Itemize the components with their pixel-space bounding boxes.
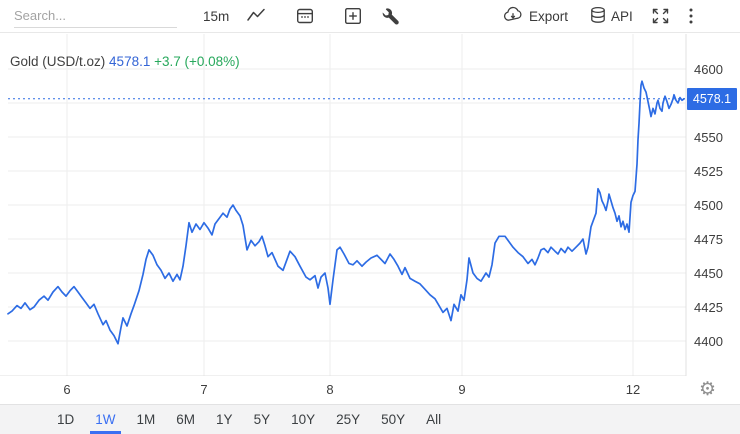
add-indicator-icon[interactable]: [343, 0, 363, 32]
range-button-1y[interactable]: 1Y: [211, 405, 238, 434]
range-button-5y[interactable]: 5Y: [249, 405, 276, 434]
more-options-kebab-icon[interactable]: [684, 0, 698, 32]
settings-wrench-icon[interactable]: [381, 0, 401, 32]
range-button-10y[interactable]: 10Y: [286, 405, 320, 434]
range-button-all[interactable]: All: [421, 405, 446, 434]
api-database-icon: [589, 5, 607, 28]
y-tick-label: 4525: [694, 163, 723, 179]
y-tick-label: 4600: [694, 61, 723, 77]
y-tick-label: 4425: [694, 299, 723, 315]
time-range-bar: 1D 1W 1M 6M 1Y 5Y 10Y 25Y 50Y All: [0, 404, 740, 434]
y-tick-label: 4475: [694, 231, 723, 247]
export-button[interactable]: Export: [502, 0, 568, 32]
range-button-1d[interactable]: 1D: [52, 405, 79, 434]
x-tick-label: 8: [326, 382, 334, 397]
chart-type-line-icon[interactable]: [246, 0, 267, 32]
interval-selector[interactable]: 15m: [203, 8, 230, 24]
range-button-1w[interactable]: 1W: [90, 405, 121, 434]
price-chart-canvas[interactable]: [0, 33, 740, 376]
range-button-6m[interactable]: 6M: [171, 405, 200, 434]
y-tick-label: 4550: [694, 129, 723, 145]
toolbar: 15m: [0, 0, 740, 33]
x-tick-label: 12: [625, 382, 641, 397]
settings-gear-icon[interactable]: ⚙: [699, 379, 717, 400]
api-label: API: [611, 8, 633, 24]
current-price-badge: 4578.1: [687, 87, 737, 110]
y-tick-label: 4400: [694, 333, 723, 349]
export-label: Export: [529, 8, 569, 24]
x-axis: 6 7 8 9 12 ⚙: [0, 376, 740, 404]
range-button-50y[interactable]: 50Y: [376, 405, 410, 434]
y-tick-label: 4500: [694, 197, 723, 213]
price-line-series: [7, 80, 685, 345]
range-button-1m[interactable]: 1M: [132, 405, 161, 434]
x-tick-label: 6: [63, 382, 71, 397]
range-button-25y[interactable]: 25Y: [331, 405, 365, 434]
search-input[interactable]: [14, 4, 177, 28]
fullscreen-expand-icon[interactable]: [650, 0, 671, 32]
x-tick-label: 9: [458, 382, 466, 397]
export-cloud-icon: [502, 5, 524, 28]
chart-region: Gold (USD/t.oz) 4578.1 +3.7 (+0.08%) 460…: [0, 33, 740, 376]
calendar-icon[interactable]: [295, 0, 315, 32]
x-tick-label: 7: [200, 382, 208, 397]
y-tick-label: 4450: [694, 265, 723, 281]
api-button[interactable]: API: [589, 0, 633, 32]
